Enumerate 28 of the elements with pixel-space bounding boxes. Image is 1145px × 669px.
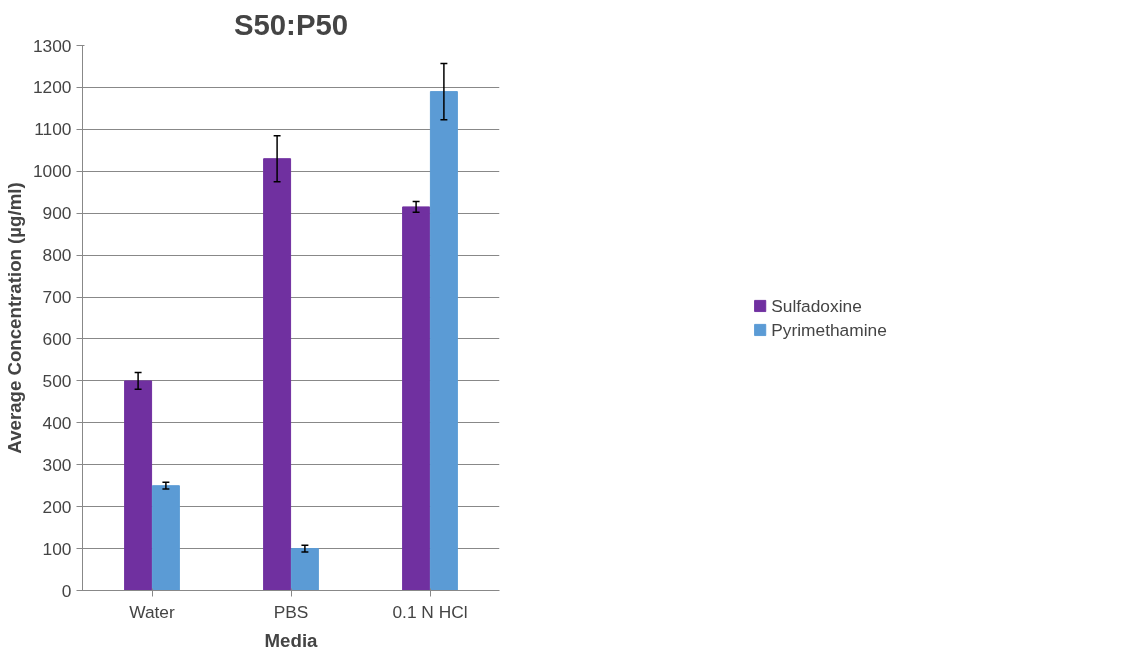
bar xyxy=(124,380,153,591)
legend-label: Pyrimethamine xyxy=(771,319,887,340)
y-tick-label: 1300 xyxy=(32,35,72,56)
chart-title: S50:P50 xyxy=(233,7,349,41)
x-tick-label: Water xyxy=(129,601,176,622)
x-axis-title: Media xyxy=(264,629,319,651)
y-tick-label: 600 xyxy=(42,328,72,349)
x-tick-label: 0.1 N HCl xyxy=(392,601,468,622)
y-tick-label: 900 xyxy=(42,203,72,224)
y-tick-label: 1100 xyxy=(34,119,72,140)
y-tick-label: 0 xyxy=(61,580,72,601)
bar xyxy=(263,158,292,591)
y-tick-label: 1000 xyxy=(32,161,72,182)
y-tick-label: 100 xyxy=(42,538,72,559)
y-tick-label: 200 xyxy=(42,496,72,517)
y-tick-label: 300 xyxy=(42,454,72,475)
bar xyxy=(429,91,458,591)
y-axis-title: Average Concentration (µg/ml) xyxy=(3,182,25,454)
bar xyxy=(402,206,431,591)
y-tick-label: 400 xyxy=(42,412,72,433)
bar xyxy=(151,485,180,591)
y-tick-label: 1200 xyxy=(32,77,72,98)
y-tick-label: 800 xyxy=(42,245,72,266)
bar xyxy=(290,548,319,591)
legend-label: Sulfadoxine xyxy=(771,295,862,316)
y-tick-label: 700 xyxy=(42,287,72,308)
x-tick-label: PBS xyxy=(273,601,309,622)
y-tick-label: 500 xyxy=(42,370,72,391)
